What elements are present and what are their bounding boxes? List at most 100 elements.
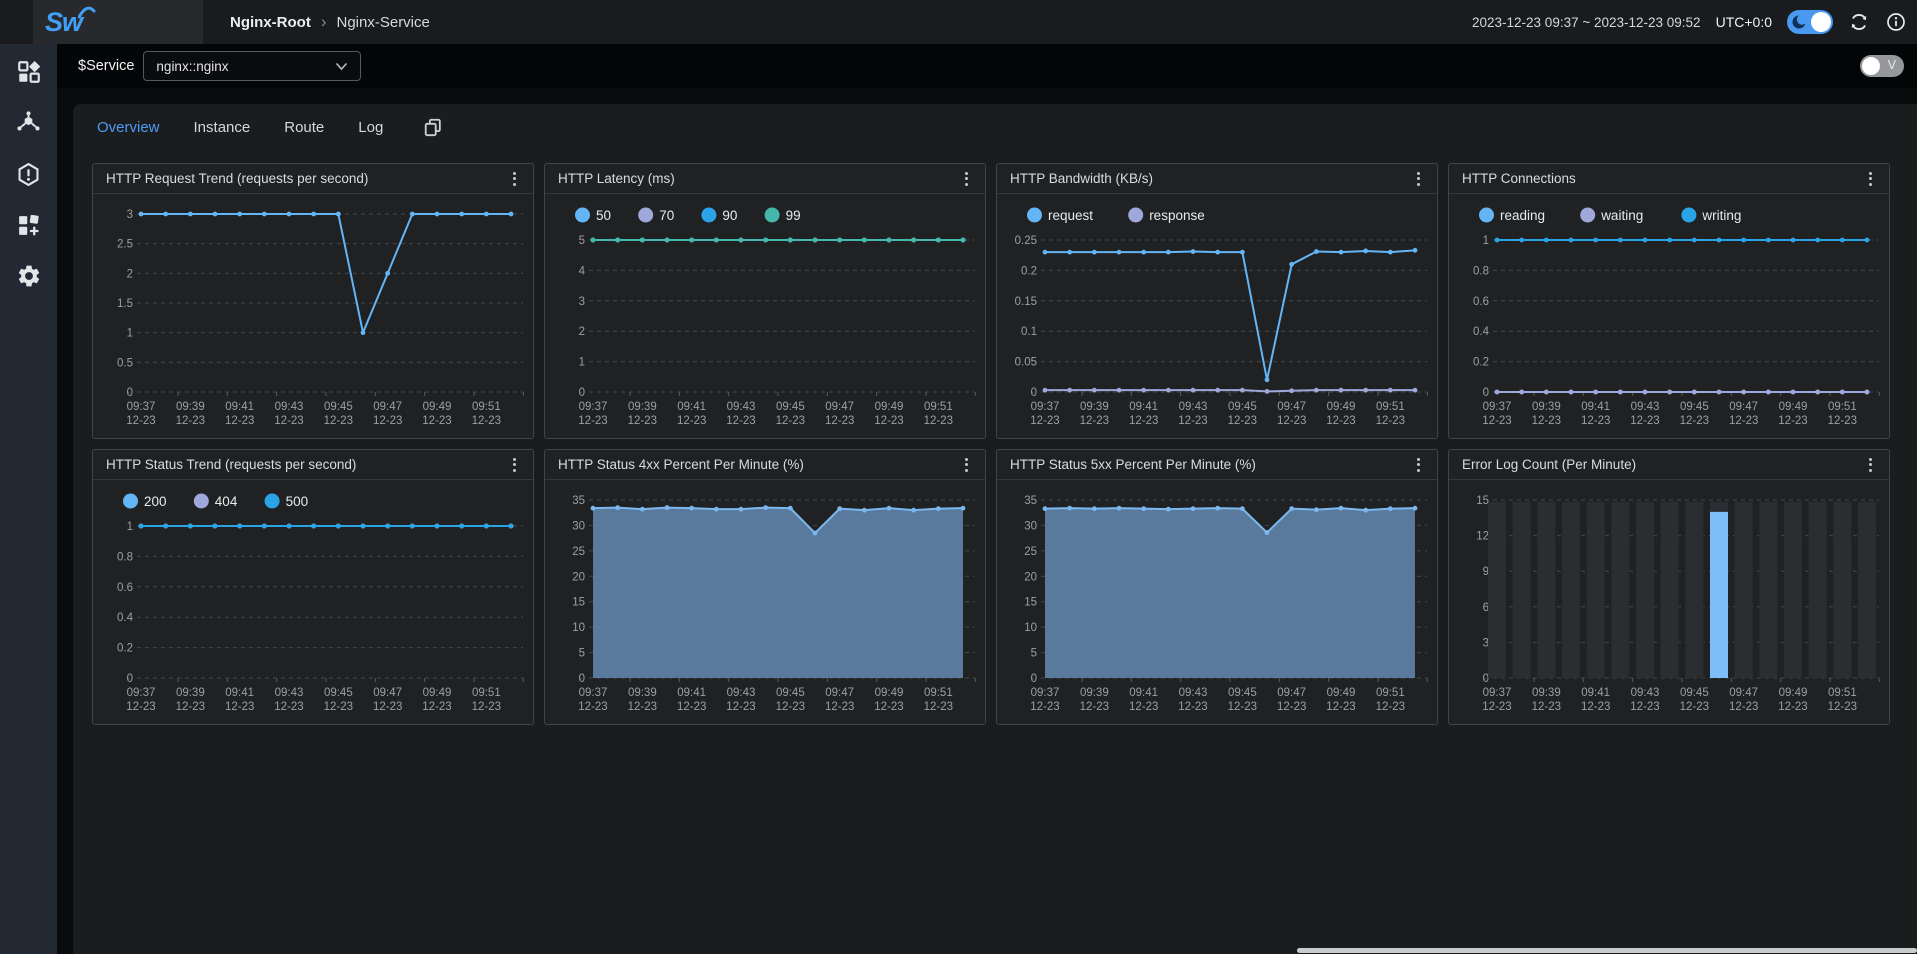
x-tick-date: 12-23 (126, 415, 155, 427)
logo-text: Sw (45, 6, 83, 37)
legend-item-99[interactable]: 99 (764, 207, 801, 224)
x-tick-date: 12-23 (1228, 701, 1257, 713)
panel-http-status-4xx-percent: HTTP Status 4xx Percent Per Minute (%) 35… (544, 449, 986, 725)
legend-item-500[interactable]: 500 (264, 493, 309, 510)
service-bar: $Service nginx::nginx V (57, 44, 1917, 88)
legend-item-50[interactable]: 50 (575, 207, 611, 224)
x-tick-time: 09:37 (127, 401, 156, 413)
tab-instance[interactable]: Instance (193, 118, 251, 136)
sidebar-item-topology[interactable] (0, 109, 57, 137)
x-axis: 09:37 12-23 09:39 12-23 09:41 12-23 09:43 12-23… (126, 678, 524, 713)
topbar-controls: 2023-12-23 09:37 ~ 2023-12-23 09:52 UTC+… (1472, 0, 1907, 44)
logo-block[interactable]: Sw (33, 0, 203, 44)
y-tick-label: 4 (579, 265, 586, 277)
view-mode-toggle[interactable]: V (1860, 55, 1904, 77)
legend-label: 99 (786, 208, 801, 223)
y-tick-label: 3 (127, 209, 133, 221)
panel-menu-button[interactable] (1865, 455, 1876, 475)
y-tick-label: 0 (579, 387, 585, 399)
x-tick-date: 12-23 (726, 415, 755, 427)
legend-item-90[interactable]: 90 (701, 207, 737, 224)
x-tick-date: 12-23 (373, 701, 402, 713)
y-tick-label: 0 (1031, 673, 1037, 685)
x-tick-time: 09:45 (1680, 687, 1709, 699)
panel-menu-button[interactable] (1865, 169, 1876, 189)
y-tick-label: 0.25 (1015, 235, 1037, 247)
x-tick-date: 12-23 (422, 701, 451, 713)
x-tick-time: 09:41 (225, 401, 254, 413)
tab-log[interactable]: Log (358, 118, 384, 136)
legend-item-reading[interactable]: reading (1479, 207, 1545, 224)
x-tick-date: 12-23 (1828, 415, 1857, 427)
x-tick-date: 12-23 (1030, 415, 1059, 427)
dark-mode-toggle[interactable] (1787, 10, 1833, 34)
sidebar-item-settings[interactable] (0, 262, 57, 290)
service-select[interactable]: nginx::nginx (143, 51, 362, 81)
tab-action-button[interactable] (423, 117, 443, 137)
tab-overview[interactable]: Overview (97, 118, 160, 136)
x-tick-time: 09:47 (825, 687, 854, 699)
bar-background (1537, 502, 1556, 678)
legend-item-writing[interactable]: writing (1681, 207, 1741, 224)
x-tick-date: 12-23 (1532, 415, 1561, 427)
legend-item-response[interactable]: response (1128, 207, 1205, 224)
panel-http-bandwidth: HTTP Bandwidth (KB/s) 0.25 0.2 0.15 0.1 0.05 0… (996, 163, 1438, 439)
legend-item-70[interactable]: 70 (638, 207, 674, 224)
alert-hexagon-icon (18, 162, 39, 186)
bar-value[interactable] (1710, 511, 1728, 678)
panel-menu-button[interactable] (961, 455, 972, 475)
y-tick-label: 12 (1476, 531, 1489, 543)
legend-label: 404 (215, 494, 238, 509)
chart-http-status-4xx-percent: 35 30 25 20 15 10 5 0 09:37 12-23 09:39 12-23 09:41 1… (572, 495, 976, 713)
x-tick-time: 09:43 (1179, 401, 1208, 413)
x-tick-date: 12-23 (874, 415, 903, 427)
x-tick-time: 09:47 (1729, 687, 1758, 699)
y-tick-label: 0 (1031, 387, 1037, 399)
legend-item-waiting[interactable]: waiting (1580, 207, 1643, 224)
legend: 200 404 500 (123, 493, 309, 510)
legend-item-404[interactable]: 404 (193, 493, 238, 510)
info-button[interactable] (1885, 11, 1907, 33)
toggle-knob (1811, 12, 1831, 32)
horizontal-scrollbar[interactable] (1297, 948, 1917, 953)
legend-item-200[interactable]: 200 (123, 493, 167, 510)
panel-title: HTTP Status 5xx Percent Per Minute (%) (1010, 457, 1256, 472)
x-tick-date: 12-23 (1630, 701, 1659, 713)
y-tick-label: 0.15 (1015, 296, 1037, 308)
y-tick-label: 5 (1031, 648, 1037, 660)
y-tick-label: 3 (579, 296, 585, 308)
gear-icon (18, 265, 39, 287)
tab-route[interactable]: Route (284, 118, 325, 136)
y-tick-label: 0 (579, 673, 585, 685)
sidebar-item-marketplace[interactable] (0, 211, 57, 239)
y-tick-label: 35 (1024, 495, 1037, 507)
x-tick-date: 12-23 (1277, 701, 1306, 713)
panel-menu-button[interactable] (1413, 455, 1424, 475)
breadcrumb-separator-icon: › (320, 12, 327, 31)
bar-background (1858, 502, 1876, 678)
panel-menu-button[interactable] (961, 169, 972, 189)
bar-background (1660, 502, 1679, 678)
sidebar-item-dashboards[interactable] (0, 58, 57, 86)
y-tick-label: 5 (579, 648, 585, 660)
breadcrumb-root[interactable]: Nginx-Root (230, 13, 311, 31)
panel-header: HTTP Request Trend (requests per second) (93, 164, 533, 194)
series-writing (1494, 237, 1870, 243)
panel-menu-button[interactable] (1413, 169, 1424, 189)
panel-header: HTTP Status Trend (requests per second) (93, 450, 533, 480)
refresh-button[interactable] (1848, 11, 1870, 33)
x-tick-time: 09:51 (1828, 401, 1857, 413)
y-tick-label: 1 (579, 357, 585, 369)
x-tick-time: 09:49 (1327, 687, 1356, 699)
panel-http-latency: HTTP Latency (ms) 5 4 3 2 1 0 09:37 12-23 09:39 12… (544, 163, 986, 439)
sidebar-item-alerting[interactable] (0, 160, 57, 188)
legend-item-request[interactable]: request (1027, 207, 1093, 224)
panel-menu-button[interactable] (509, 455, 520, 475)
panel-menu-button[interactable] (509, 169, 520, 189)
x-tick-date: 12-23 (924, 415, 953, 427)
panel-title: HTTP Bandwidth (KB/s) (1010, 171, 1154, 186)
bar-background (1562, 502, 1580, 678)
time-range-picker[interactable]: 2023-12-23 09:37 ~ 2023-12-23 09:52 (1472, 14, 1701, 30)
breadcrumb-current[interactable]: Nginx-Service (336, 13, 430, 31)
y-tick-label: 0 (127, 673, 133, 685)
